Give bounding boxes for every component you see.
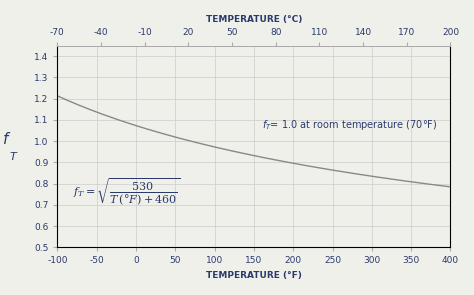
Text: $f_T = \sqrt{\dfrac{530}{T\,(°F) + 460}}$: $f_T = \sqrt{\dfrac{530}{T\,(°F) + 460}}…	[73, 177, 181, 208]
X-axis label: TEMPERATURE (°F): TEMPERATURE (°F)	[206, 271, 302, 280]
Text: $T$: $T$	[9, 150, 19, 162]
Text: $f_T$= 1.0 at room temperature (70°F): $f_T$= 1.0 at room temperature (70°F)	[262, 118, 437, 132]
Text: $f$: $f$	[2, 131, 12, 147]
X-axis label: TEMPERATURE (°C): TEMPERATURE (°C)	[206, 15, 302, 24]
